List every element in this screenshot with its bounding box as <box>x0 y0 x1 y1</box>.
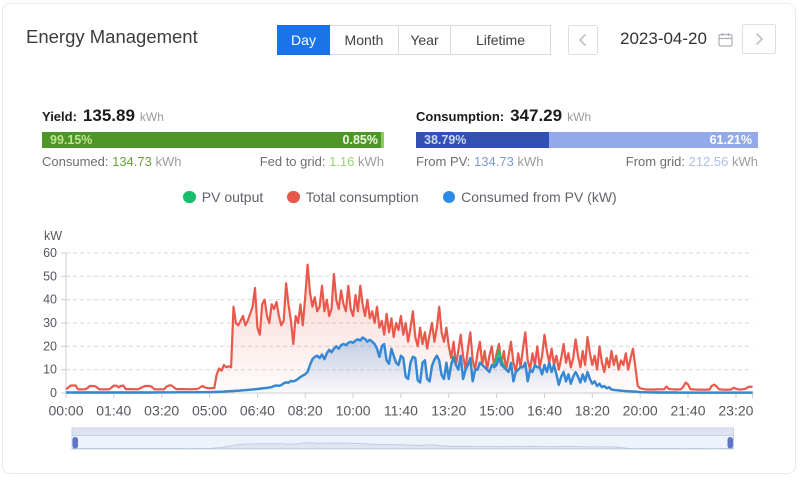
svg-text:20:00: 20:00 <box>623 403 658 419</box>
svg-text:05:00: 05:00 <box>192 403 227 419</box>
svg-text:11:40: 11:40 <box>384 403 418 419</box>
svg-text:0: 0 <box>50 386 57 400</box>
svg-text:23:20: 23:20 <box>718 403 753 419</box>
svg-text:50: 50 <box>43 269 57 283</box>
svg-text:kW: kW <box>44 229 62 243</box>
svg-text:10:00: 10:00 <box>336 403 371 419</box>
svg-text:16:40: 16:40 <box>527 403 562 419</box>
svg-text:01:40: 01:40 <box>96 403 131 419</box>
svg-text:18:20: 18:20 <box>575 403 610 419</box>
svg-text:03:20: 03:20 <box>144 403 179 419</box>
svg-text:21:40: 21:40 <box>670 403 705 419</box>
svg-text:15:00: 15:00 <box>479 403 514 419</box>
svg-text:40: 40 <box>43 293 57 307</box>
svg-text:10: 10 <box>43 363 57 377</box>
svg-text:00:00: 00:00 <box>48 403 83 419</box>
svg-text:06:40: 06:40 <box>240 403 275 419</box>
svg-text:13:20: 13:20 <box>431 403 466 419</box>
svg-text:08:20: 08:20 <box>288 403 323 419</box>
svg-text:60: 60 <box>43 246 57 260</box>
svg-text:30: 30 <box>43 316 57 330</box>
svg-text:20: 20 <box>43 339 57 353</box>
